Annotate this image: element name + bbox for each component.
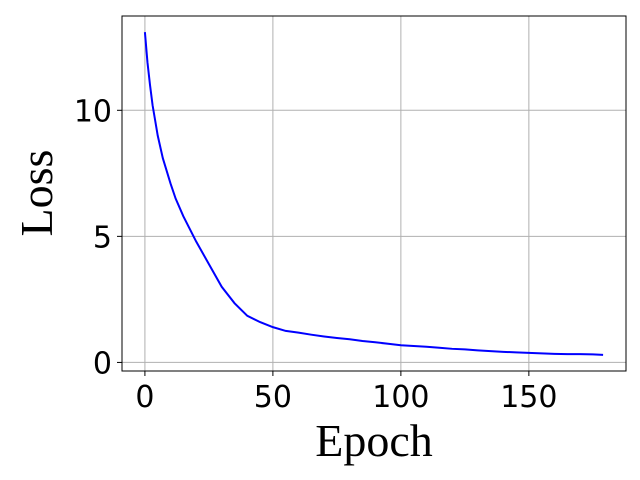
y-axis-label: Loss: [11, 150, 62, 237]
loss-line: [143, 32, 604, 356]
x-tick-label: 0: [135, 380, 154, 415]
y-tick-label: 0: [93, 346, 112, 381]
x-axis-label: Epoch: [315, 415, 433, 466]
x-tick-label: 100: [372, 380, 429, 415]
plot-frame: [121, 15, 627, 372]
y-tick-label: 10: [74, 94, 112, 129]
x-tick-label: 50: [254, 380, 292, 415]
y-tick-label: 5: [93, 220, 112, 255]
x-tick-label: 150: [500, 380, 557, 415]
